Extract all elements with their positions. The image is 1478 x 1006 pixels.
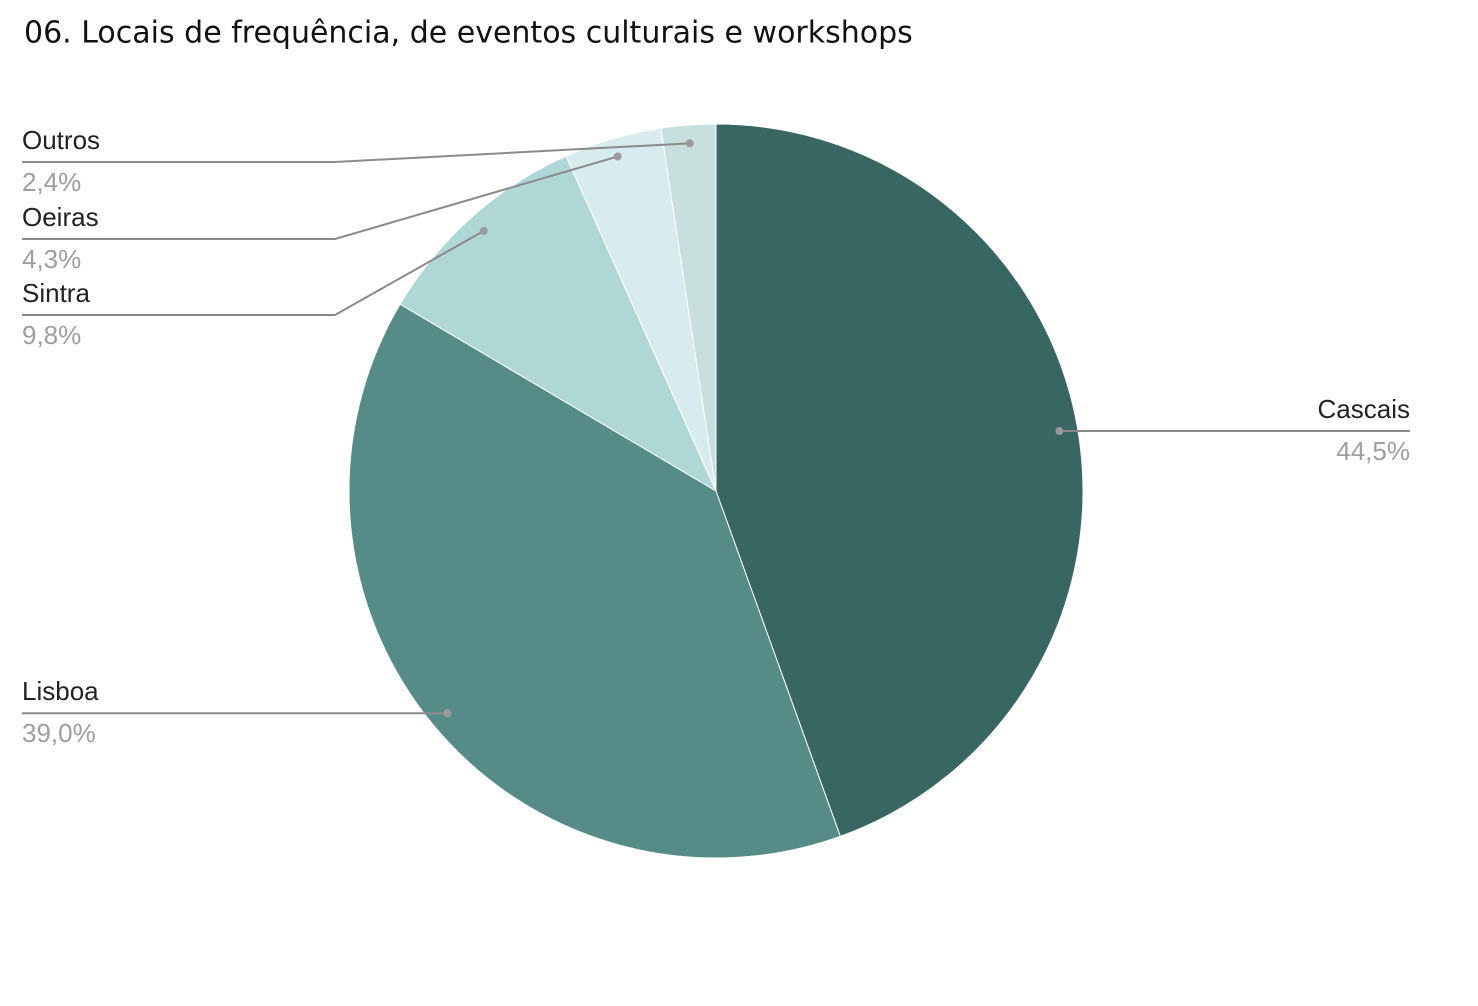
slice-label: Cascais — [1318, 394, 1410, 424]
chart-title: 06. Locais de frequência, de eventos cul… — [24, 16, 913, 51]
leader-line — [22, 142, 690, 163]
leader-dot — [685, 139, 694, 148]
slice-value-label: 9,8% — [22, 320, 81, 350]
leader-line — [22, 155, 618, 240]
leader-dot — [1055, 427, 1064, 436]
slice-value-label: 2,4% — [22, 167, 81, 197]
pie-slice — [399, 155, 718, 493]
leader-dot — [443, 709, 452, 718]
pie-slice — [660, 123, 717, 492]
pie-slice — [715, 123, 1084, 837]
slice-label: Outros — [22, 125, 100, 155]
slice-label: Lisboa — [22, 676, 99, 706]
slice-label: Oeiras — [22, 202, 99, 232]
leader-dot — [613, 152, 622, 161]
pie-slice — [348, 303, 841, 859]
slice-value-label: 4,3% — [22, 244, 81, 274]
slice-value-label: 39,0% — [22, 718, 96, 748]
slice-value-label: 44,5% — [1336, 436, 1410, 466]
slice-label: Sintra — [22, 278, 90, 308]
leader-line — [22, 230, 485, 316]
leader-dot — [479, 226, 488, 235]
